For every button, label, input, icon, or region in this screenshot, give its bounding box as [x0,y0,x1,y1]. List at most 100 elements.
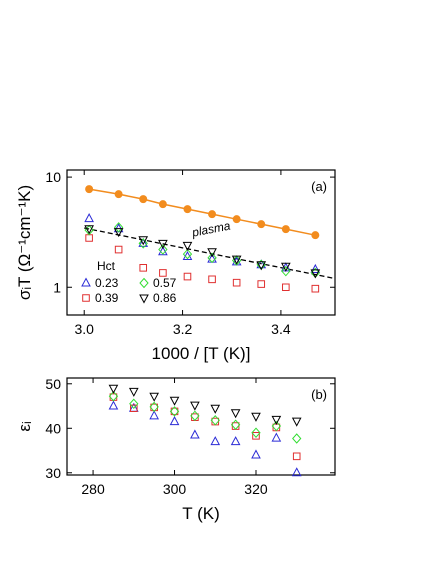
annotation: plasma [190,218,232,239]
x-tick-label: 3.0 [74,321,94,337]
fit-line [84,227,336,280]
marker [230,436,241,446]
marker [158,239,168,249]
y-tick-label: 1 [53,279,61,295]
marker [207,252,217,264]
marker [190,401,200,411]
marker [310,269,321,279]
marker [311,231,320,240]
marker [292,452,301,461]
marker [256,259,267,269]
marker [128,387,139,397]
marker [256,261,267,271]
marker [108,400,119,410]
y-tick-label: 30 [45,465,61,481]
y-tick-label: 10 [45,169,61,185]
marker [182,241,193,251]
marker [310,263,321,273]
marker [211,417,220,426]
marker [208,275,216,284]
marker [183,205,192,214]
marker [149,401,159,413]
marker [291,467,302,477]
marker [85,234,93,242]
x-tick-label: 3.2 [173,321,193,337]
marker [280,262,291,272]
y-axis-label: σᵢT (Ω⁻¹cm⁻¹K) [15,185,34,300]
x-axis-label: 1000 / [T (K)] [152,344,251,363]
marker [208,210,217,219]
marker [251,412,261,422]
panel-label: (b) [311,387,327,402]
marker [139,264,148,272]
marker [257,280,266,288]
marker [251,427,261,438]
x-tick-label: 300 [163,481,187,497]
panel-label: (a) [311,179,327,194]
legend-label: 0.57 [153,276,177,290]
marker [207,248,217,258]
x-tick-label: 320 [244,481,268,497]
marker [129,398,139,410]
marker [81,277,91,287]
marker [113,222,124,233]
legend-label: 0.39 [95,291,119,305]
marker [108,384,119,394]
marker [139,294,149,304]
marker [281,265,291,277]
marker [113,228,124,238]
legend-label: 0.86 [153,291,177,305]
marker [231,422,240,430]
marker [138,237,149,247]
marker [169,406,180,417]
marker [272,423,281,432]
legend-label: 0.23 [95,276,119,290]
plot-frame [66,169,336,316]
marker [271,432,282,442]
marker [210,404,221,414]
marker [158,244,168,255]
marker [252,432,260,440]
marker [183,272,192,281]
plasma-line [89,188,316,236]
marker [138,238,148,249]
marker [182,248,193,260]
marker [292,433,302,444]
marker [190,410,200,422]
marker [84,225,94,235]
marker [169,396,180,406]
marker [190,429,200,439]
marker [210,436,221,446]
y-tick-label: 50 [45,376,61,392]
marker [139,195,148,204]
marker [232,278,241,287]
marker [109,393,118,401]
marker [169,416,180,426]
marker [191,413,199,421]
y-tick-label: 40 [45,420,61,436]
x-tick-label: 3.4 [271,321,291,337]
marker [82,294,90,302]
x-axis-label: T (K) [182,504,219,523]
marker [84,213,94,223]
marker [230,419,241,430]
marker [251,449,261,459]
plot-frame [66,377,336,476]
marker [232,215,241,224]
marker [210,415,220,426]
marker [230,409,241,419]
marker [114,190,123,199]
marker [108,390,119,402]
marker [271,415,282,425]
marker [311,284,320,293]
marker [271,420,282,432]
marker [139,277,149,289]
marker [129,404,138,413]
marker [85,185,94,194]
marker [231,255,242,265]
marker [149,392,159,402]
marker [281,225,290,234]
marker [282,283,290,292]
marker [159,269,167,277]
